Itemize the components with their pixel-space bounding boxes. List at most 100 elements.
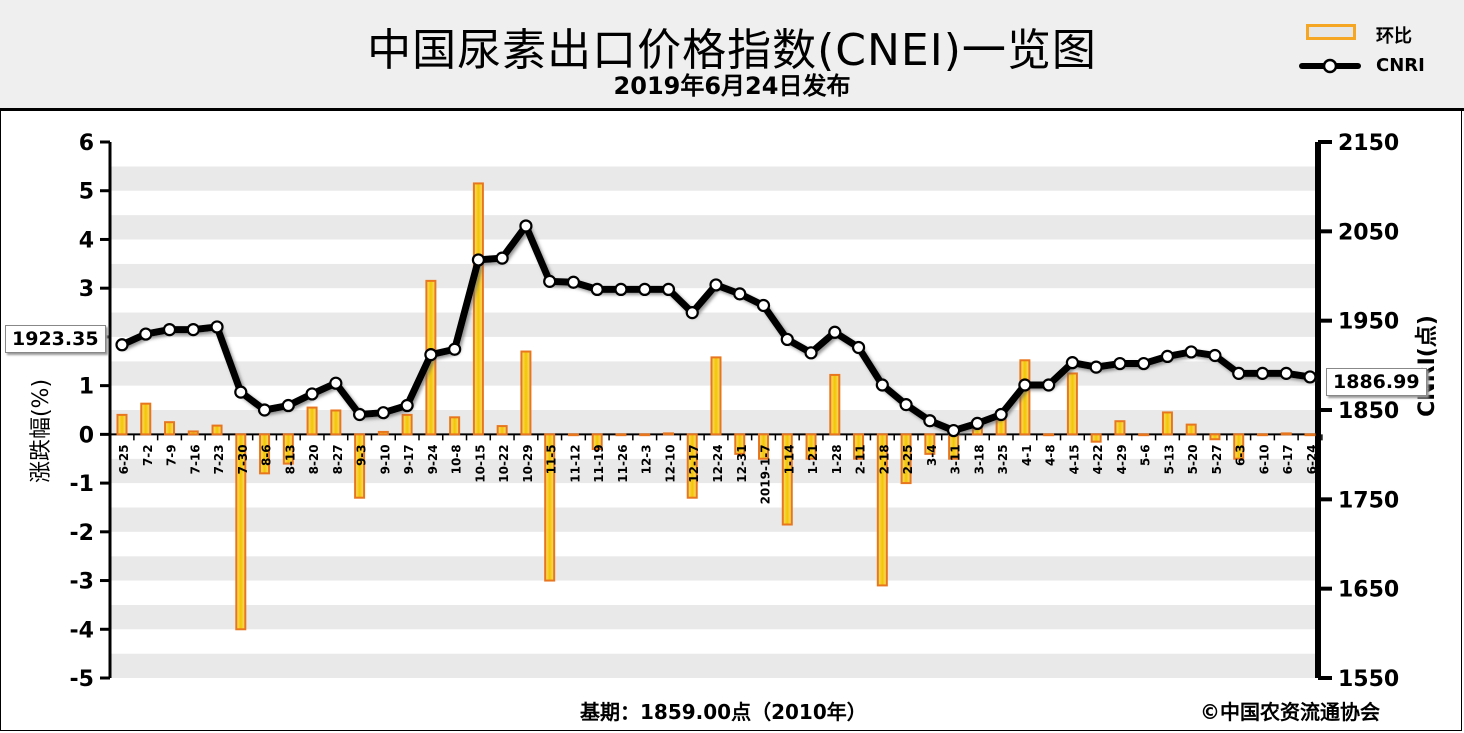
legend-item-bar: 环比 [1298, 20, 1458, 47]
point-6-24 [1303, 370, 1317, 384]
y-axis-left-label: 涨跌幅(%) [29, 379, 54, 483]
plot-band [110, 604, 1318, 630]
plot-band [110, 580, 1318, 605]
x-label-7-23: 7-23 [212, 444, 226, 474]
plot-band [110, 458, 1318, 484]
bar-2019-1-7 [758, 433, 770, 460]
footer-copyright: ©中国农资流通协会 [1200, 700, 1380, 724]
x-label-12-24: 12-24 [711, 444, 725, 482]
point-11-5 [543, 274, 557, 288]
point-7-2 [139, 327, 153, 341]
point-6-25 [115, 338, 129, 352]
point-2-25 [899, 398, 913, 412]
point-4-1 [1018, 378, 1032, 392]
plot-band [110, 434, 1318, 459]
x-label-12-31: 12-31 [735, 444, 749, 482]
point-4-15 [1065, 356, 1080, 370]
bar-1-21 [805, 433, 817, 460]
point-10-29 [519, 219, 533, 233]
point-10-22 [495, 251, 509, 265]
x-label-9-3: 9-3 [355, 444, 369, 466]
bar-4-29 [1114, 420, 1126, 436]
bar-3-25 [995, 418, 1007, 436]
x-label-11-26: 11-26 [616, 444, 630, 482]
x-label-3-25: 3-25 [996, 444, 1010, 474]
bar-6-24 [1304, 433, 1316, 437]
point-11-26 [614, 282, 628, 296]
point-1-14 [780, 332, 794, 347]
point-9-10 [376, 406, 390, 420]
x-label-6-3: 6-3 [1234, 444, 1248, 466]
point-7-23 [210, 320, 224, 334]
bar-5-20 [1185, 423, 1197, 436]
point-12-10 [661, 282, 676, 296]
point-7-16 [186, 323, 200, 337]
point-2-11 [851, 340, 866, 355]
bar-7-23 [211, 424, 223, 436]
x-label-1-21: 1-21 [806, 444, 820, 474]
bar-10-8 [449, 416, 461, 436]
x-label-2-18: 2-18 [877, 444, 891, 474]
x-label-3-11: 3-11 [949, 444, 963, 474]
point-9-3 [353, 407, 367, 422]
bar-8-6 [259, 433, 271, 475]
x-tick-labels: 6-25 7-2 7-9 7-16 7-23 7-30 8-6 8-13 8-20 8-27 9-3… [117, 444, 1319, 504]
x-label-5-6: 5-6 [1139, 444, 1153, 466]
point-9-17 [400, 398, 414, 413]
x-label-6-24: 6-24 [1305, 444, 1319, 474]
x-label-9-24: 9-24 [426, 444, 440, 474]
bar-8-13 [282, 433, 294, 465]
cnri-first-callout: 1923.35 [5, 325, 106, 353]
point-7-30 [234, 385, 248, 399]
x-label-6-10: 6-10 [1257, 444, 1271, 474]
x-label-3-18: 3-18 [972, 444, 986, 474]
point-9-24 [424, 348, 438, 362]
x-label-12-10: 12-10 [663, 444, 677, 482]
x-label-8-20: 8-20 [307, 444, 321, 474]
bar-10-15 [472, 182, 484, 436]
y-left-tick-label: -5 [70, 667, 94, 692]
legend-bar-label: 环比 [1376, 26, 1412, 47]
bar-4-22 [1090, 433, 1102, 443]
x-label-6-25: 6-25 [117, 444, 131, 474]
plot-band [110, 629, 1318, 654]
plot-band [110, 142, 1318, 167]
point-5-20 [1184, 345, 1198, 359]
plot-band [110, 483, 1318, 508]
chart-title: 中国尿素出口价格指数(CNEI)一览图 [367, 25, 1097, 76]
point-2-18 [875, 378, 889, 392]
plot-band [110, 190, 1318, 216]
point-6-17 [1279, 366, 1293, 380]
plot-band [110, 653, 1318, 678]
x-label-1-28: 1-28 [830, 444, 844, 474]
bar-2-18 [876, 433, 888, 587]
point-6-3 [1232, 366, 1246, 380]
legend-item-line: CNRI [1298, 53, 1458, 79]
point-5-27 [1208, 348, 1222, 363]
x-label-4-1: 4-1 [1020, 444, 1034, 466]
point-1-21 [804, 346, 818, 360]
y-left-tick-label: -2 [70, 521, 94, 546]
x-label-9-17: 9-17 [402, 444, 416, 474]
x-label-8-13: 8-13 [283, 444, 297, 474]
point-8-20 [305, 387, 319, 401]
legend-bar-swatch [1306, 24, 1356, 40]
bar-2-11 [853, 433, 865, 460]
y-right-tick-label: 1550 [1338, 667, 1399, 692]
x-label-7-30: 7-30 [236, 444, 250, 474]
chart-legend: 环比 CNRI [1298, 20, 1458, 90]
point-4-29 [1113, 356, 1127, 371]
point-10-15 [471, 253, 485, 267]
point-5-13 [1160, 349, 1175, 363]
y-left-tick-label: 0 [79, 423, 94, 448]
x-label-2-25: 2-25 [901, 444, 915, 474]
point-1-28 [828, 325, 842, 339]
plot-band [110, 239, 1318, 264]
footer-base-period: 基期：1859.00点（2010年） [580, 700, 867, 724]
bar-6-25 [116, 413, 128, 436]
bar-10-29 [520, 350, 532, 436]
x-label-2019-1-7: 2019-1-7 [759, 444, 773, 504]
bar-7-9 [164, 421, 176, 436]
point-12-3 [638, 282, 652, 296]
y-left-tick-label: -3 [70, 570, 94, 595]
